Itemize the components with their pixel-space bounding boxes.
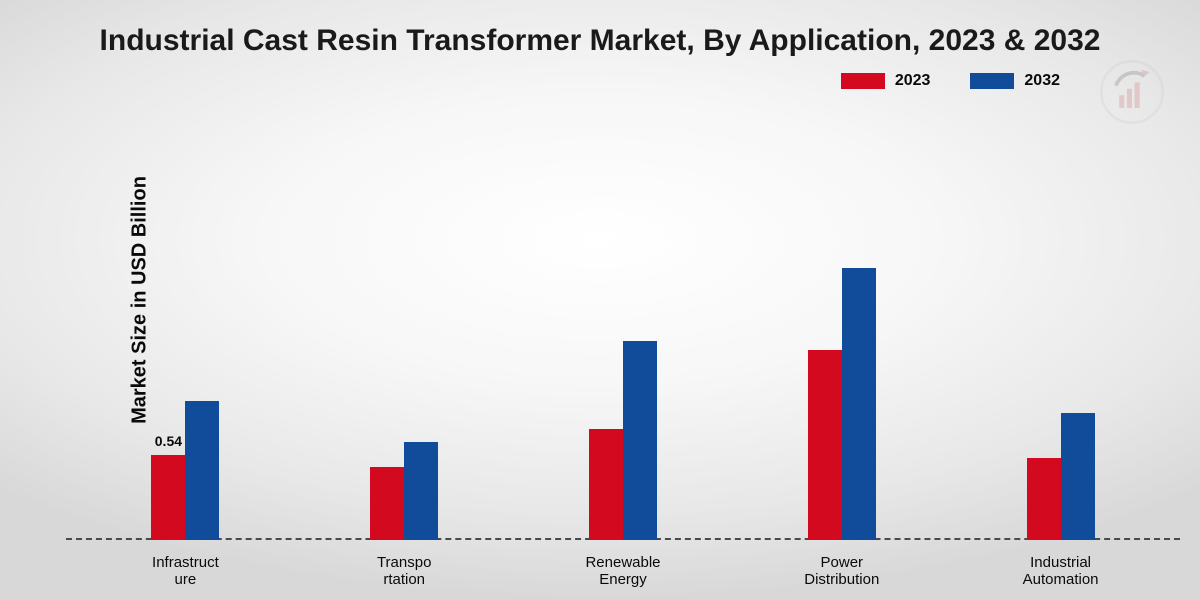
x-axis-label: Infrastructure — [87, 554, 284, 589]
x-axis-label: RenewableEnergy — [525, 554, 722, 589]
plot-area: 0.54 — [76, 160, 1170, 540]
chart-title: Industrial Cast Resin Transformer Market… — [0, 24, 1200, 58]
legend-item-2032: 2032 — [970, 72, 1060, 90]
bar-2032 — [623, 341, 657, 541]
bar-2032 — [1061, 413, 1095, 540]
bar-2032 — [404, 442, 438, 540]
legend-label-2032: 2032 — [1024, 72, 1060, 90]
legend-swatch-2023 — [841, 73, 885, 89]
bar-2023 — [589, 429, 623, 540]
bar-2023: 0.54 — [151, 455, 185, 541]
bar-value-label: 0.54 — [151, 433, 185, 449]
legend-label-2023: 2023 — [895, 72, 931, 90]
bar-2032 — [842, 268, 876, 540]
bar-group — [743, 160, 940, 540]
x-axis-label: PowerDistribution — [743, 554, 940, 589]
bar-group — [525, 160, 722, 540]
legend: 2023 2032 — [841, 72, 1060, 90]
bar-group — [306, 160, 503, 540]
legend-item-2023: 2023 — [841, 72, 931, 90]
bar-groups: 0.54 — [76, 160, 1170, 540]
bar-2023 — [1027, 458, 1061, 540]
bar-2023 — [370, 467, 404, 540]
legend-swatch-2032 — [970, 73, 1014, 89]
x-axis-label: IndustrialAutomation — [962, 554, 1159, 589]
watermark-logo — [1100, 60, 1164, 124]
x-axis-label: Transportation — [306, 554, 503, 589]
bar-group: 0.54 — [87, 160, 284, 540]
x-axis-labels: Infrastructure Transportation RenewableEne… — [76, 554, 1170, 589]
bar-2032 — [185, 401, 219, 540]
bar-group — [962, 160, 1159, 540]
bar-2023 — [808, 350, 842, 540]
